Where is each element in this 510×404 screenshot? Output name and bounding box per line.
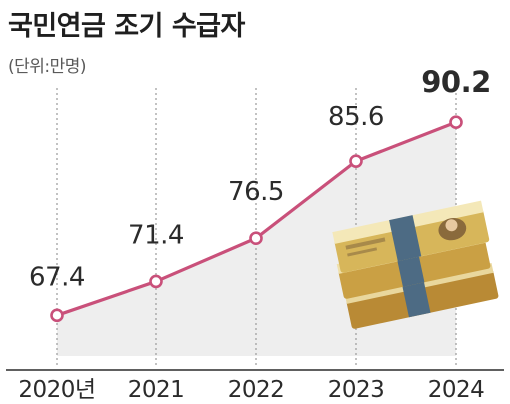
chart-title: 국민연금 조기 수급자 xyxy=(8,11,245,42)
x-tick-label: 2022 xyxy=(228,377,285,403)
x-tick-label: 2021 xyxy=(128,377,185,403)
data-label-0: 67.4 xyxy=(29,262,85,292)
data-point-4 xyxy=(449,115,463,129)
data-point-2 xyxy=(249,231,263,246)
data-label-2: 76.5 xyxy=(228,177,284,207)
data-point-0 xyxy=(50,308,64,323)
x-tick-label: 2023 xyxy=(328,377,385,403)
data-point-1 xyxy=(149,274,163,289)
x-tick-label: 2020년 xyxy=(18,377,95,403)
banknotes-illustration xyxy=(332,200,499,329)
unit-label: (단위:만명) xyxy=(8,57,87,77)
data-point-3 xyxy=(349,154,363,168)
data-label-3: 85.6 xyxy=(328,102,384,132)
data-label-1: 71.4 xyxy=(128,220,184,250)
x-tick-label: 2024 xyxy=(428,377,485,403)
data-label-4: 90.2 xyxy=(421,65,491,99)
